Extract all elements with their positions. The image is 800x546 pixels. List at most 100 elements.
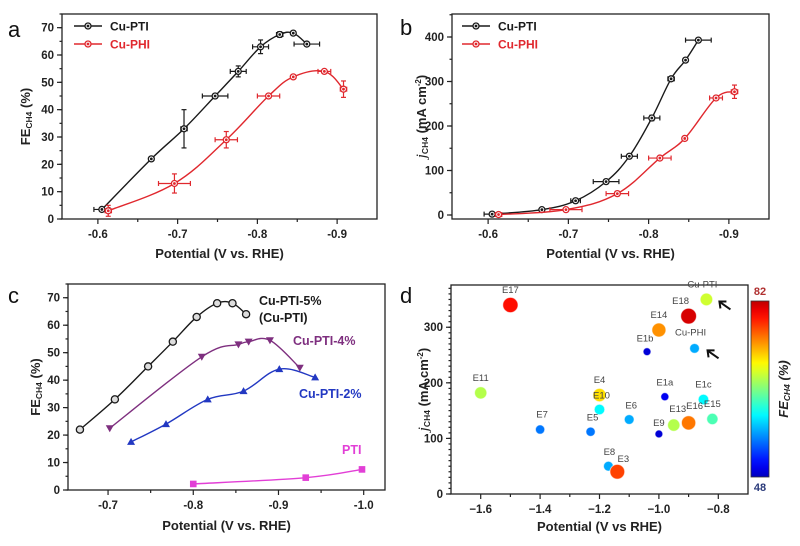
series-line [492,39,699,215]
data-point-dot [86,24,90,28]
y-axis-title: FECH4 (%) [18,88,34,145]
scatter-point-group: E1b [637,334,653,357]
data-point-dot [322,70,326,73]
data-point-dot [106,209,110,213]
point-label: E11 [473,373,489,384]
series-label: Cu-PTI-4% [293,334,356,348]
plot-frame [451,13,770,220]
data-point [302,474,310,481]
scatter-point-group: E3 [609,454,629,480]
data-point [189,480,197,488]
data-point-dot [86,42,90,46]
point-label: Cu-PTI [687,279,717,290]
y-axis-title-suffix: (%) [28,358,43,382]
data-point [234,341,243,349]
y-axis-title-suffix: (mA cm [414,86,429,137]
y-axis-title-sub: CH4 [420,137,430,154]
colorbar-title: FECH4 (%) [776,360,792,417]
data-point-dot [683,137,687,140]
point-label: E7 [536,410,548,421]
y-axis-title-suffix: (mA cm [416,359,431,410]
data-point [295,364,304,372]
y-tick-label: 20 [47,430,60,442]
x-tick-label: -0.7 [168,229,188,241]
y-tick-label: 30 [41,132,54,144]
scatter-point [534,424,546,435]
y-tick-label: 70 [41,23,54,35]
scatter-point [609,463,626,480]
panel-label: a [8,17,21,42]
data-point-dot [714,96,718,100]
scatter-point [593,403,606,416]
panel-d: d −1.6 −1.4 −1.2 −1.0 −0.8 0 100 200 300 Potential… [400,279,792,534]
y-tick-label: 40 [47,375,60,387]
y-tick-label: 10 [47,458,60,470]
scatter-point [667,418,681,432]
y-tick-label: 50 [41,77,54,89]
y-tick-label: 0 [48,214,54,226]
data-point-dot [490,212,494,216]
panel-label: d [400,283,412,308]
x-tick-label: -1.0 [354,500,374,512]
point-label: E4 [594,375,606,386]
series-line [193,468,363,485]
y-axis-title-sup: -2 [414,79,423,87]
x-tick-label: −1.6 [469,504,492,516]
y-axis-title-close: ) [414,75,429,79]
scatter-point-group: Cu-PHI [675,327,720,360]
y-axis-title-main: FE [28,399,43,416]
scatter-point [585,426,596,437]
scatter-point-group: E14 [650,310,667,338]
y-axis-title-sup: -2 [416,352,425,360]
x-tick-label: -0.9 [269,500,289,512]
scatter-point [651,322,667,338]
data-point-dot [100,208,104,211]
scatter-point [697,393,710,406]
x-tick-label: -0.8 [183,500,203,512]
series-cu-pti-2- [127,365,320,445]
data-point [244,338,253,346]
point-label: E1c [695,380,712,391]
point-label: E1a [656,378,674,389]
data-point-dot [278,33,282,36]
series-label: PTI [342,443,361,457]
scatter-point [706,412,719,426]
data-point [265,337,274,345]
y-axis-title-main: j [416,427,432,433]
y-tick-label: 70 [47,293,60,305]
data-point [110,395,120,404]
data-point [241,309,251,319]
x-axis-title: Potential (V vs. RHE) [546,246,675,261]
scatter-point-group: E13 [667,404,686,432]
data-point-dot [291,75,295,79]
scatter-point [623,414,635,425]
x-axis-title: Potential (V vs RHE) [537,519,662,534]
data-point-dot [291,31,295,35]
y-tick-label: 10 [41,187,54,199]
data-point-dot [684,58,687,62]
point-label: E9 [653,418,665,429]
x-tick-label: -0.8 [247,229,267,241]
scatter-point-group: E1c [695,380,712,406]
scatter-point-group: E6 [623,401,637,425]
legend-label: Cu-PHI [110,38,150,52]
data-point-dot [604,180,608,184]
scatter-point [660,392,670,402]
x-tick-label: -0.9 [719,229,739,241]
data-point-dot [574,199,577,203]
y-axis-title-main: j [414,154,430,160]
x-tick-label: −1.0 [648,504,671,516]
data-point-dot [540,208,544,212]
series-cu-phi [494,84,739,219]
data-point-dot [474,24,478,28]
data-point-dot [236,70,240,73]
colorbar-title-sub: CH4 [782,384,792,401]
point-label: E10 [593,391,610,402]
y-tick-label: 60 [47,320,60,332]
data-point [161,420,170,428]
x-tick-label: −1.2 [588,504,611,516]
point-label: E6 [625,401,637,412]
y-tick-label: 0 [54,485,60,497]
scatter-point-group: E9 [653,418,665,439]
scatter-point [642,347,652,357]
